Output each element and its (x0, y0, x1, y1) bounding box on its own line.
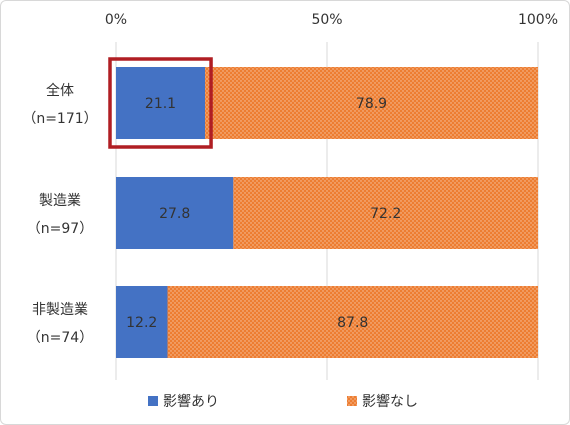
data-label: 72.2 (370, 206, 401, 222)
legend-label: 影響なし (362, 393, 418, 410)
bar-not-affected (205, 67, 539, 139)
data-label: 21.1 (145, 96, 176, 112)
bar-affected (116, 177, 234, 249)
category-label: 全体 (46, 82, 74, 99)
category-count: （n=74） (27, 330, 93, 346)
category-label: 製造業 (39, 193, 81, 209)
bar-not-affected (233, 177, 539, 249)
x-tick-label: 0% (105, 12, 127, 28)
data-label: 87.8 (337, 315, 368, 331)
highlight-box (108, 57, 213, 149)
legend-swatch (148, 396, 158, 406)
data-label: 78.9 (356, 96, 387, 112)
category-labels: 全体 （n=171） 製造業 （n=97） 非製造業 （n=74） (22, 82, 97, 346)
bar-not-affected (167, 286, 538, 358)
bar-affected (116, 67, 206, 139)
data-label: 27.8 (159, 206, 190, 222)
x-tick-label: 100% (518, 12, 558, 28)
x-axis-ticks: 0% 50% 100% (105, 12, 558, 28)
category-count: （n=171） (22, 111, 97, 127)
data-label: 12.2 (126, 315, 157, 331)
legend-swatch (347, 396, 357, 406)
category-label: 非製造業 (32, 302, 88, 318)
legend-label: 影響あり (163, 393, 219, 410)
bar-affected (116, 286, 168, 358)
bars: 21.1 78.9 27.8 72.2 12.2 87.8 (108, 57, 539, 358)
x-tick-label: 50% (311, 12, 342, 28)
legend: 影響あり 影響なし (148, 393, 418, 410)
category-count: （n=97） (27, 221, 93, 237)
